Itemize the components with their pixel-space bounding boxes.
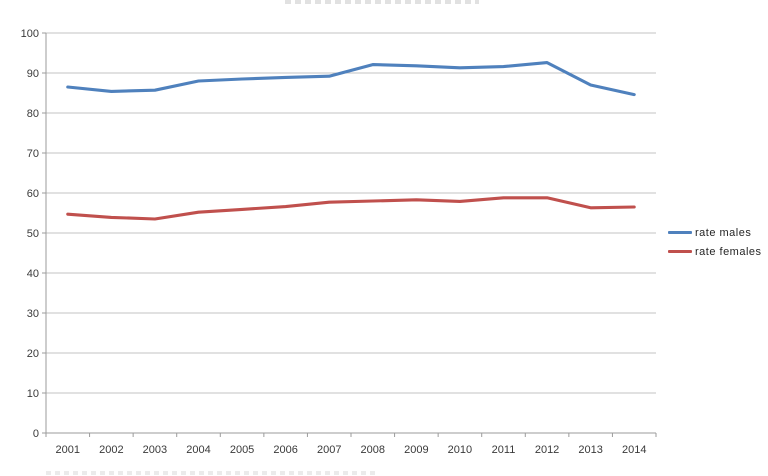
series-line-rate-males — [66, 61, 636, 97]
x-tick-label: 2012 — [535, 444, 559, 456]
y-tick-label: 50 — [27, 228, 39, 240]
x-tick-label: 2007 — [317, 444, 341, 456]
y-tick-label: 90 — [27, 68, 39, 80]
x-tick-label: 2013 — [578, 444, 602, 456]
y-tick-label: 70 — [27, 148, 39, 160]
x-tick-label: 2010 — [448, 444, 472, 456]
x-tick-label: 2004 — [186, 444, 210, 456]
males-line-swatch-icon — [668, 231, 692, 234]
y-tick-label: 100 — [21, 28, 39, 40]
x-tick-label: 2002 — [99, 444, 123, 456]
y-tick-label: 80 — [27, 108, 39, 120]
legend: rate males rate females — [668, 223, 762, 261]
x-tick-label: 2011 — [492, 444, 516, 456]
legend-label-males: rate males — [695, 226, 752, 239]
series-line-rate-females — [66, 196, 636, 221]
y-tick-label: 60 — [27, 188, 39, 200]
y-tick-label: 0 — [33, 428, 39, 440]
clipped-title-remnant — [285, 0, 479, 4]
y-tick-label: 40 — [27, 268, 39, 280]
x-tick-label: 2014 — [622, 444, 646, 456]
x-tick-label: 2006 — [273, 444, 297, 456]
legend-label-females: rate females — [695, 245, 762, 258]
y-tick-label: 10 — [27, 388, 39, 400]
females-line-swatch-icon — [668, 250, 692, 253]
clipped-caption-remnant — [46, 471, 376, 475]
y-tick-label: 30 — [27, 308, 39, 320]
x-tick-label: 2003 — [143, 444, 167, 456]
legend-item-males: rate males — [668, 223, 762, 242]
y-tick-label: 20 — [27, 348, 39, 360]
x-tick-label: 2009 — [404, 444, 428, 456]
x-tick-label: 2005 — [230, 444, 254, 456]
legend-item-females: rate females — [668, 242, 762, 261]
x-tick-label: 2001 — [56, 444, 80, 456]
x-tick-label: 2008 — [361, 444, 385, 456]
